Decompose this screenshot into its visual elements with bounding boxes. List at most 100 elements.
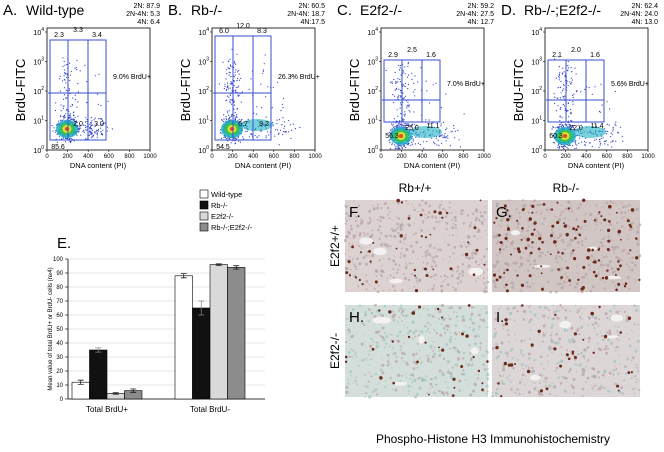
stained-nucleus	[561, 252, 564, 255]
tissue-texture	[606, 332, 608, 334]
tissue-texture	[598, 376, 600, 378]
tissue-texture	[377, 330, 380, 333]
x-axis-label: DNA content (PI)	[235, 161, 292, 170]
tissue-texture	[409, 262, 411, 264]
tissue-texture	[414, 354, 416, 356]
stained-nucleus	[587, 248, 591, 252]
tissue-texture	[630, 329, 631, 330]
tick-exponent: 1	[375, 116, 378, 122]
gate-label: 3.0	[94, 121, 104, 128]
tissue-texture	[376, 394, 378, 396]
event-dot	[442, 137, 443, 138]
tissue-texture	[486, 261, 487, 262]
tissue-texture	[613, 228, 615, 230]
tissue-texture	[615, 285, 617, 287]
stained-nucleus	[607, 229, 610, 232]
tissue-texture	[349, 343, 350, 344]
tissue-texture	[623, 379, 625, 381]
tissue-texture	[350, 375, 352, 377]
gate-label: 26.3% BrdU+	[278, 74, 320, 81]
stained-nucleus	[541, 288, 544, 291]
event-dot	[230, 59, 231, 60]
event-dot	[565, 124, 566, 125]
tissue-texture	[614, 246, 617, 249]
stained-nucleus	[530, 252, 533, 255]
event-dot	[227, 112, 228, 113]
event-dot	[53, 127, 54, 128]
stained-nucleus	[563, 222, 565, 224]
tissue-texture	[480, 237, 481, 238]
event-dot	[434, 143, 435, 144]
event-dot	[76, 67, 77, 68]
event-dot	[236, 80, 237, 81]
event-dot	[567, 65, 568, 66]
tissue-texture	[517, 310, 519, 312]
panel-letter: D.	[501, 2, 516, 19]
tissue-texture	[433, 341, 435, 343]
tissue-texture	[542, 375, 544, 377]
stained-nucleus	[574, 356, 577, 359]
tissue-texture	[442, 208, 444, 210]
gate-label: 1.6	[590, 52, 600, 59]
tissue-texture	[368, 395, 371, 398]
tissue-texture	[388, 217, 390, 219]
tissue-texture	[392, 319, 394, 321]
y-tick-label: 103	[531, 57, 542, 67]
tissue-texture	[430, 378, 433, 381]
tissue-texture	[623, 251, 625, 253]
tissue-texture	[384, 386, 386, 388]
tissue-texture	[547, 363, 548, 364]
tissue-texture	[428, 272, 429, 273]
event-dot	[283, 98, 284, 99]
vessel	[389, 279, 403, 284]
stained-nucleus	[514, 363, 516, 365]
tissue-texture	[631, 377, 633, 379]
tissue-texture	[572, 341, 574, 343]
ihc-image	[345, 305, 488, 397]
tissue-texture	[580, 308, 582, 310]
tick-exponent: 4	[41, 27, 44, 33]
stained-nucleus	[359, 279, 361, 281]
tissue-texture	[580, 363, 581, 364]
tissue-texture	[453, 348, 454, 349]
y-tick-label: 102	[198, 86, 209, 96]
tissue-texture	[438, 206, 440, 208]
tissue-texture	[345, 223, 347, 225]
tissue-texture	[495, 343, 498, 346]
tissue-texture	[614, 347, 616, 349]
event-dot	[403, 85, 404, 86]
tissue-texture	[522, 374, 525, 377]
event-dot	[265, 135, 266, 136]
stained-nucleus	[630, 226, 632, 228]
tissue-texture	[600, 241, 603, 244]
event-dot	[227, 83, 228, 84]
stained-nucleus	[432, 269, 434, 271]
tissue-texture	[600, 229, 602, 231]
stained-nucleus	[607, 248, 610, 251]
tissue-texture	[401, 352, 404, 355]
tissue-texture	[418, 315, 419, 316]
event-dot	[236, 114, 237, 115]
y-tick-label: 104	[531, 27, 542, 37]
event-dot	[612, 134, 613, 135]
tissue-texture	[469, 393, 472, 396]
tissue-texture	[613, 240, 614, 241]
event-dot	[418, 143, 419, 144]
tissue-texture	[352, 350, 354, 352]
event-dot	[234, 76, 235, 77]
gate-label: 1.6	[426, 52, 436, 59]
stat-line: 2N-4N: 18.7	[287, 11, 325, 18]
tissue-texture	[392, 315, 395, 318]
y-tick-label: 103	[367, 57, 378, 67]
tissue-texture	[369, 255, 370, 256]
vessel	[607, 335, 619, 338]
tissue-texture	[609, 372, 612, 375]
tissue-texture	[552, 348, 554, 350]
tissue-texture	[559, 256, 561, 258]
tissue-texture	[417, 343, 419, 345]
event-dot	[568, 67, 569, 68]
column-label: Rb+/+	[399, 181, 432, 195]
event-dot	[395, 146, 396, 147]
event-dot	[96, 131, 97, 132]
tissue-texture	[557, 307, 559, 309]
